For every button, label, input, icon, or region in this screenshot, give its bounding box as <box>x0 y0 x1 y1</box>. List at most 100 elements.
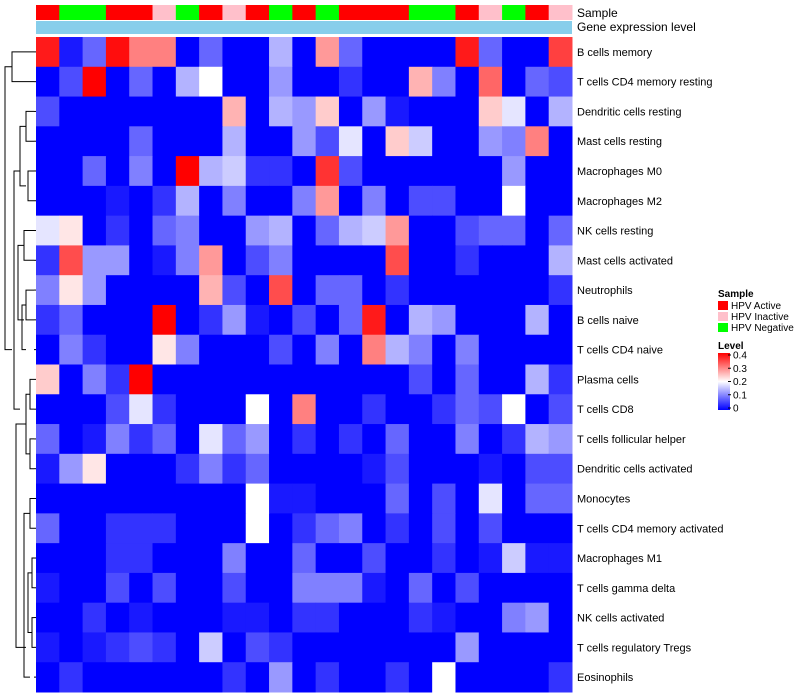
heatmap-cell <box>222 185 247 217</box>
row-label: Monocytes <box>577 493 631 505</box>
heatmap-cell <box>408 424 433 455</box>
heatmap-cell <box>478 334 503 365</box>
heatmap-cell <box>338 602 363 633</box>
heatmap-cell <box>548 453 573 485</box>
heatmap-cell <box>59 424 84 455</box>
heatmap-cell <box>36 156 60 187</box>
heatmap-cell <box>478 245 503 276</box>
sample-track-cell <box>199 5 223 20</box>
heatmap-cell <box>548 364 573 395</box>
heatmap-cell <box>315 483 340 514</box>
heatmap-cell <box>502 275 526 306</box>
heatmap-cell <box>152 602 177 633</box>
heatmap-cell <box>175 602 200 633</box>
dendrogram-branch <box>27 572 32 633</box>
heatmap-cell <box>222 364 247 395</box>
heatmap-cell <box>36 245 60 276</box>
heatmap-cell <box>455 245 480 276</box>
heatmap-cell <box>36 364 60 395</box>
heatmap-cell <box>362 572 387 604</box>
heatmap-cell <box>129 275 154 306</box>
heatmap-cell <box>269 66 293 98</box>
heatmap-cell <box>338 126 363 157</box>
heatmap-cell <box>315 602 340 633</box>
heatmap-cell <box>548 394 573 425</box>
heatmap-cell <box>338 37 363 68</box>
heatmap-cell <box>315 513 340 544</box>
row-label: Neutrophils <box>577 285 633 297</box>
heatmap-cell <box>82 96 107 127</box>
heatmap-cell <box>82 245 107 276</box>
heatmap-cell <box>152 513 177 544</box>
heatmap-cell <box>432 37 456 68</box>
heatmap-cell <box>385 304 410 336</box>
row-label: T cells CD4 memory activated <box>577 523 724 535</box>
row-label: Dendritic cells resting <box>577 106 682 118</box>
legend-label: HPV Inactive <box>731 312 789 323</box>
heatmap-cell <box>362 215 387 246</box>
heatmap-cell <box>502 632 526 663</box>
sample-track-cell <box>245 5 270 20</box>
heatmap-cell <box>152 96 177 127</box>
heatmap-cell <box>548 602 573 633</box>
heatmap-cell <box>105 662 130 693</box>
heatmap-cell <box>525 37 550 68</box>
heatmap-cell <box>129 602 154 633</box>
heatmap-cell <box>36 37 60 68</box>
heatmap-cell <box>152 156 177 187</box>
dendrogram-branch <box>29 438 34 470</box>
row-label: Eosinophils <box>577 672 634 684</box>
heatmap-cell <box>152 185 177 217</box>
heatmap-cell <box>525 304 550 336</box>
heatmap-cell <box>432 394 456 425</box>
heatmap-cell <box>525 245 550 276</box>
heatmap-cell <box>129 483 154 514</box>
heatmap-cell <box>152 66 177 98</box>
heatmap-cell <box>548 424 573 455</box>
heatmap-cell <box>338 394 363 425</box>
heatmap-cell <box>245 453 270 485</box>
row-label: T cells CD4 naive <box>577 345 663 357</box>
heatmap-cell <box>315 126 340 157</box>
heatmap-cell <box>408 602 433 633</box>
heatmap-cell <box>385 453 410 485</box>
heatmap-cell <box>292 632 317 663</box>
heatmap-cell <box>478 156 503 187</box>
heatmap-cell <box>199 453 223 485</box>
heatmap-cell <box>59 632 84 663</box>
heatmap-cell <box>432 424 456 455</box>
heatmap-cell <box>199 126 223 157</box>
heatmap-cell <box>36 275 60 306</box>
heatmap-cell <box>36 424 60 455</box>
heatmap-cell <box>385 394 410 425</box>
sample-track-cell <box>105 5 130 20</box>
heatmap-cell <box>362 453 387 485</box>
heatmap-cell <box>269 185 293 217</box>
heatmap-cell <box>245 424 270 455</box>
heatmap-cell <box>362 96 387 127</box>
heatmap-cell <box>385 185 410 217</box>
sample-track-cell <box>292 5 317 20</box>
heatmap-cell <box>315 394 340 425</box>
heatmap-cell <box>502 185 526 217</box>
heatmap-cell <box>269 662 293 693</box>
heatmap-cell <box>222 602 247 633</box>
heatmap-cell <box>105 245 130 276</box>
heatmap-cell <box>455 334 480 365</box>
heatmap-cell <box>82 364 107 395</box>
heatmap-cell <box>269 453 293 485</box>
heatmap-cell <box>82 275 107 306</box>
heatmap-cell <box>152 126 177 157</box>
heatmap-cell <box>105 275 130 306</box>
dendrogram-branch <box>23 230 34 261</box>
heatmap-cell <box>502 662 526 693</box>
dendrogram-branch <box>31 617 34 648</box>
heatmap-cell <box>455 453 480 485</box>
heatmap-cell <box>525 215 550 246</box>
heatmap-cell <box>525 96 550 127</box>
heatmap-cell <box>432 543 456 574</box>
heatmap-cell <box>548 632 573 663</box>
heatmap-cell <box>59 662 84 693</box>
